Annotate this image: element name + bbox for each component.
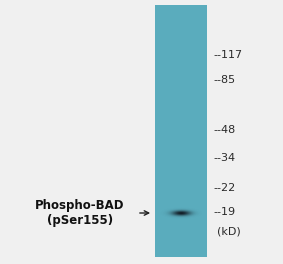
Text: --19: --19 <box>213 207 235 217</box>
Text: (kD): (kD) <box>217 226 241 236</box>
Text: --34: --34 <box>213 153 235 163</box>
Text: --85: --85 <box>213 75 235 85</box>
Text: --117: --117 <box>213 50 242 60</box>
Text: --48: --48 <box>213 125 235 135</box>
Text: Phospho-BAD
(pSer155): Phospho-BAD (pSer155) <box>35 199 125 227</box>
Text: --22: --22 <box>213 183 235 193</box>
Bar <box>155 5 207 257</box>
